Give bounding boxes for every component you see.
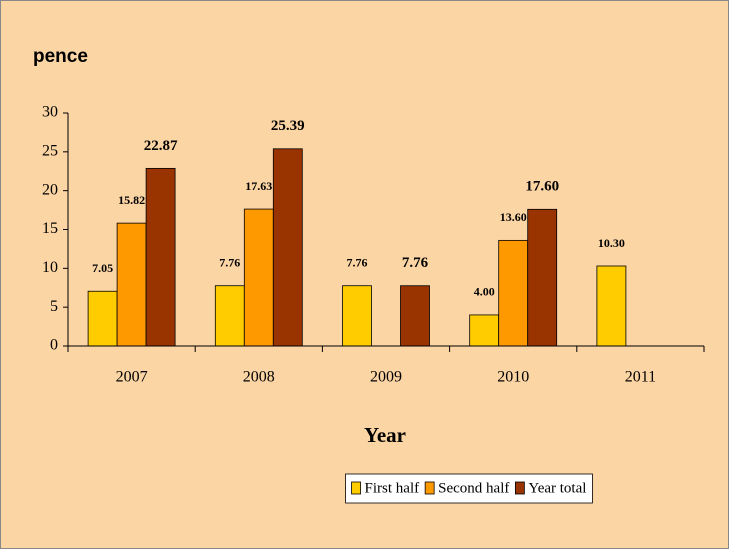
y-tick-label: 20	[42, 181, 58, 198]
value-label: 17.60	[525, 179, 559, 195]
legend-label: Year total	[528, 480, 586, 496]
bar	[243, 208, 274, 347]
chart-title: pence	[33, 46, 88, 67]
bar	[87, 290, 118, 347]
x-tick-label: 2008	[243, 369, 275, 386]
bar	[342, 285, 372, 347]
value-label: 17.63	[245, 179, 272, 193]
legend-swatch	[351, 481, 361, 495]
y-tick-label: 0	[50, 337, 58, 354]
value-label: 7.76	[219, 255, 240, 269]
x-tick-label: 2011	[625, 369, 656, 386]
legend-swatch	[514, 481, 525, 495]
bar	[400, 285, 430, 347]
value-label: 7.05	[92, 261, 113, 275]
bar	[214, 285, 245, 347]
legend-label: First half	[365, 480, 420, 496]
x-tick-label: 2007	[116, 369, 148, 386]
bar	[469, 314, 500, 347]
y-tick-label: 25	[42, 143, 58, 160]
value-label: 22.87	[144, 138, 178, 154]
legend-label: Second half	[438, 480, 509, 496]
value-label: 25.39	[271, 118, 305, 134]
x-tick-label: 2009	[370, 369, 402, 386]
y-tick-label: 5	[50, 298, 58, 315]
value-label: 7.76	[347, 255, 368, 269]
bar	[527, 208, 558, 347]
bar	[596, 265, 627, 347]
value-label: 10.30	[598, 236, 625, 250]
y-tick-label: 10	[42, 259, 58, 276]
x-tick-label: 2010	[497, 369, 529, 386]
value-label: 13.60	[500, 210, 527, 224]
legend-box	[345, 473, 593, 504]
y-tick-label: 15	[42, 220, 58, 237]
x-axis-label: Year	[364, 423, 406, 447]
bar	[116, 222, 147, 347]
value-label: 7.76	[402, 255, 429, 271]
value-label: 4.00	[474, 285, 495, 299]
bar	[272, 148, 303, 347]
y-tick-label: 30	[42, 104, 58, 121]
value-label: 15.82	[118, 193, 145, 207]
legend-swatch	[424, 481, 435, 495]
bar	[498, 239, 529, 347]
bar	[145, 167, 176, 347]
